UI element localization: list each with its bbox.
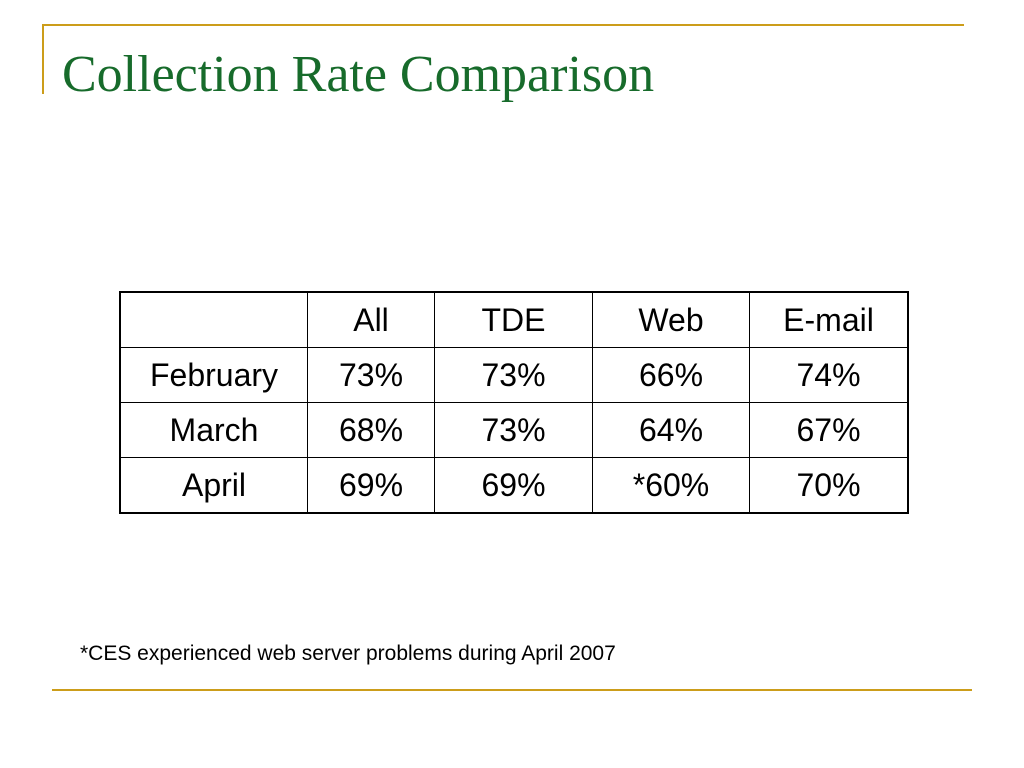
accent-vertical-line — [42, 24, 44, 94]
header-email: E-mail — [749, 291, 909, 348]
row-label: April — [119, 457, 308, 514]
header-web: Web — [592, 291, 750, 348]
cell-tde: 73% — [434, 402, 593, 458]
cell-tde: 69% — [434, 457, 593, 514]
slide-title: Collection Rate Comparison — [62, 46, 655, 103]
cell-tde: 73% — [434, 347, 593, 403]
row-label: March — [119, 402, 308, 458]
row-label: February — [119, 347, 308, 403]
cell-email: 74% — [749, 347, 909, 403]
accent-top-line — [42, 24, 964, 26]
cell-web: *60% — [592, 457, 750, 514]
table-row: April 69% 69% *60% 70% — [119, 457, 909, 514]
accent-bottom-line — [52, 689, 972, 691]
collection-rate-table: All TDE Web E-mail February 73% 73% 66% … — [119, 291, 909, 514]
header-tde: TDE — [434, 291, 593, 348]
cell-email: 67% — [749, 402, 909, 458]
cell-all: 68% — [307, 402, 435, 458]
cell-web: 64% — [592, 402, 750, 458]
header-corner-cell — [119, 291, 308, 348]
footnote: *CES experienced web server problems dur… — [80, 642, 616, 665]
table-header-row: All TDE Web E-mail — [119, 291, 909, 348]
cell-web: 66% — [592, 347, 750, 403]
table-row: March 68% 73% 64% 67% — [119, 402, 909, 458]
table-row: February 73% 73% 66% 74% — [119, 347, 909, 403]
cell-all: 69% — [307, 457, 435, 514]
cell-all: 73% — [307, 347, 435, 403]
cell-email: 70% — [749, 457, 909, 514]
header-all: All — [307, 291, 435, 348]
